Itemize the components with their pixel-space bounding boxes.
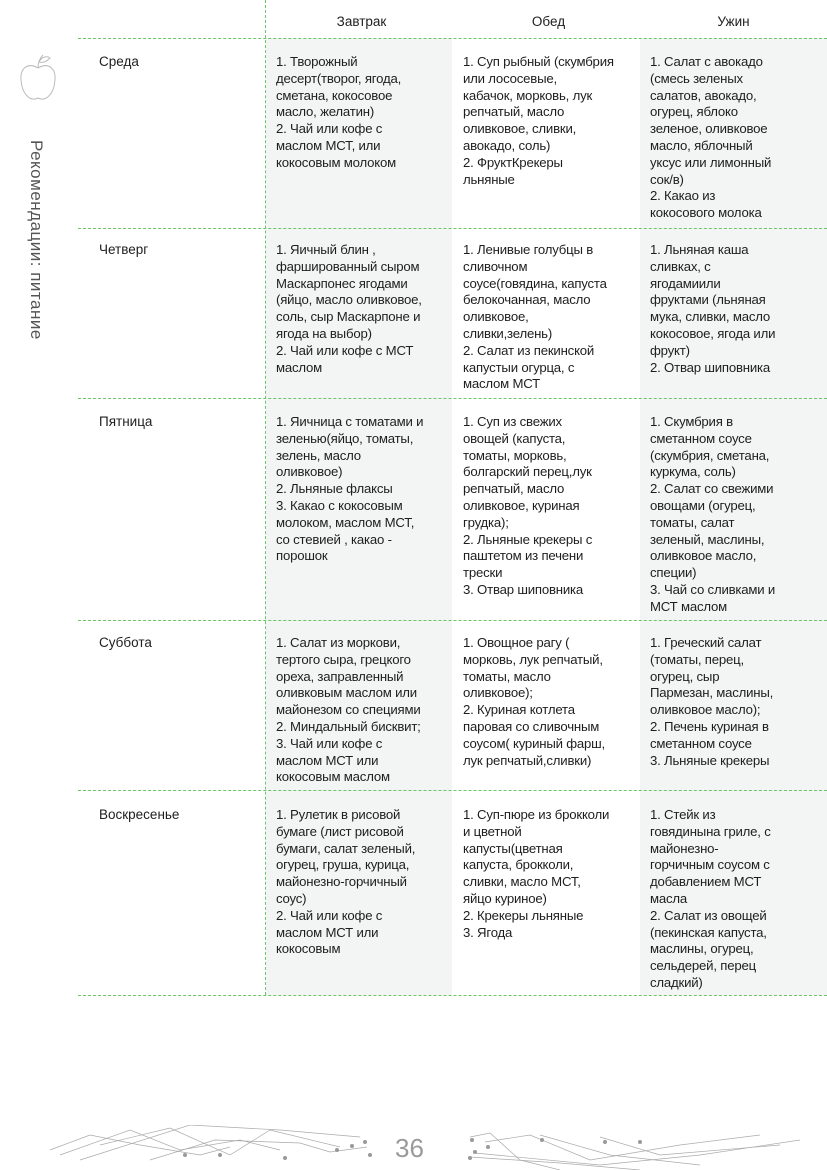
page-number: 36 (395, 1133, 424, 1163)
row-divider (78, 790, 827, 791)
lunch-cell: 1. Ленивые голубцы в сливочном соусе(гов… (463, 242, 607, 392)
dinner-cell: 1. Греческий салат (томаты, перец, огуре… (650, 635, 774, 768)
day-label: Четверг (99, 242, 149, 257)
breakfast-cell: 1. Творожный десерт(творог, ягода, смета… (276, 54, 402, 170)
lunch-cell: 1. Овощное рагу ( морковь, лук репчатый,… (463, 635, 605, 768)
breakfast-cell: 1. Салат из моркови, тертого сыра, грецк… (276, 635, 421, 785)
vertical-divider (265, 0, 266, 995)
dinner-cell: 1. Салат с авокадо (смесь зеленых салато… (650, 54, 772, 221)
dinner-column-bg (640, 38, 827, 995)
row-divider (78, 620, 827, 621)
day-label: Пятница (99, 414, 153, 429)
header-breakfast: Завтрак (336, 14, 387, 29)
row-divider (78, 398, 827, 399)
dinner-cell: 1. Льняная каша сливках, с ягодамиили фр… (650, 242, 776, 375)
lunch-cell: 1. Суп-пюре из брокколи и цветной капуст… (463, 807, 610, 940)
breakfast-column-bg (266, 38, 452, 995)
dinner-cell: 1. Скумбрия в сметанном соусе (скумбрия,… (650, 414, 776, 614)
breakfast-cell: 1. Яичный блин , фаршированный сыром Мас… (276, 242, 422, 375)
header-dinner: Ужин (717, 14, 750, 29)
breakfast-cell: 1. Яичница с томатами и зеленью(яйцо, то… (276, 414, 424, 564)
row-divider (78, 995, 827, 996)
row-divider (78, 38, 827, 39)
dinner-cell: 1. Стейк из говядинына гриле, с майонезн… (650, 807, 771, 990)
section-title: Рекомендации: питание (27, 140, 46, 340)
lunch-cell: 1. Суп рыбный (скумбрия или лососевые, к… (463, 54, 614, 187)
day-label: Воскресенье (99, 807, 180, 822)
day-label: Среда (99, 54, 139, 69)
day-label: Суббота (99, 635, 152, 650)
row-divider (78, 228, 827, 229)
breakfast-cell: 1. Рулетик в рисовой бумаге (лист рисово… (276, 807, 416, 957)
lunch-cell: 1. Суп из свежих овощей (капуста, томаты… (463, 414, 593, 597)
apple-icon (20, 54, 56, 100)
header-lunch: Обед (531, 14, 566, 29)
footer-network-decoration (49, 1125, 801, 1170)
